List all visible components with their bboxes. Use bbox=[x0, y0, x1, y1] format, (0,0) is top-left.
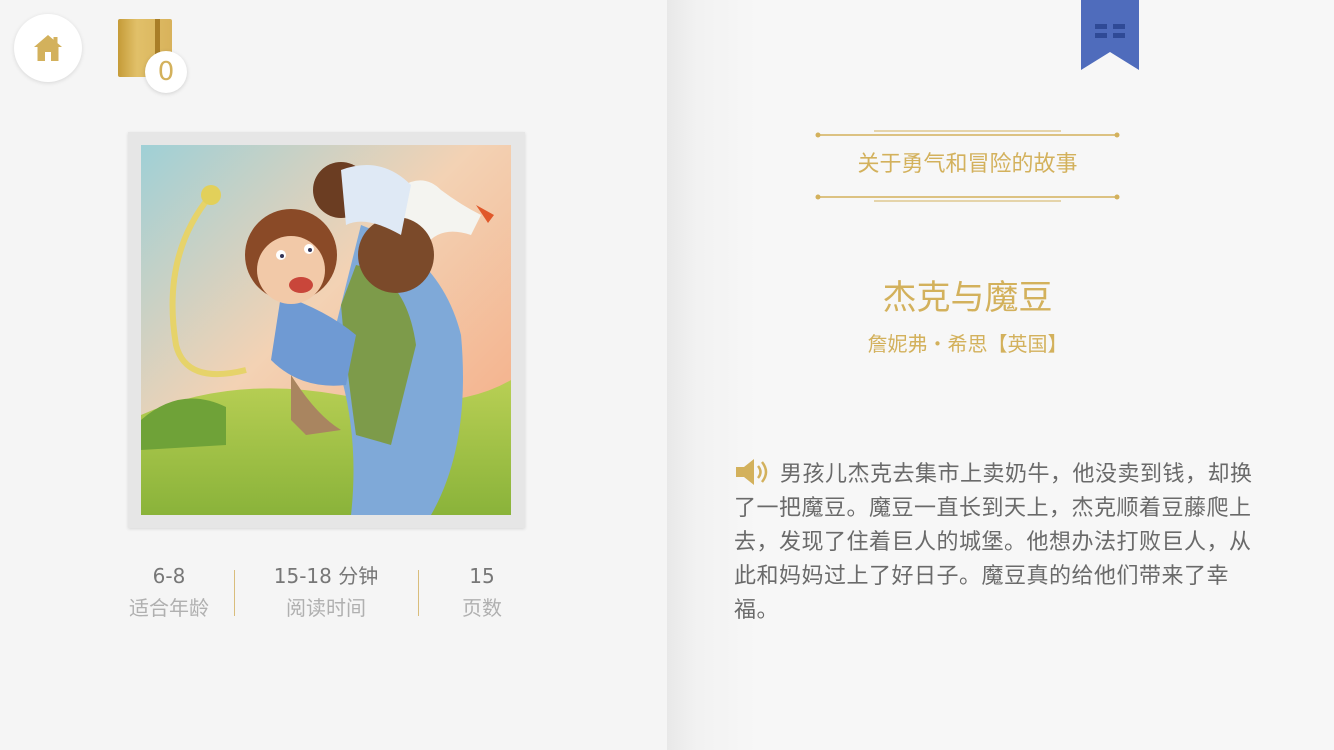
banner-ornament bbox=[815, 130, 1120, 202]
stat-reading-time-label: 阅读时间 bbox=[286, 596, 366, 620]
notebook-button[interactable]: 0 bbox=[118, 19, 187, 93]
left-page: 0 bbox=[14, 14, 526, 630]
book-title: 杰克与魔豆 bbox=[882, 278, 1053, 318]
book-author: 詹妮弗・希思【英国】 bbox=[867, 332, 1068, 356]
series-banner: 关于勇气和冒险的故事 bbox=[810, 128, 1125, 204]
book-summary-text: 男孩儿杰克去集市上卖奶牛，他没卖到钱，却换了一把魔豆。魔豆一直长到天上，杰克顺着… bbox=[734, 462, 1253, 623]
home-button[interactable] bbox=[14, 14, 82, 82]
stat-divider bbox=[234, 570, 235, 616]
book-cover-frame bbox=[128, 132, 525, 528]
home-icon bbox=[34, 35, 62, 61]
series-title: 关于勇气和冒险的故事 bbox=[857, 152, 1078, 177]
stat-age: 6-8 适合年龄 bbox=[106, 560, 232, 624]
stat-reading-time-value: 15-18 分钟 bbox=[273, 564, 379, 588]
stat-pages-label: 页数 bbox=[462, 596, 502, 620]
book-summary: 男孩儿杰克去集市上卖奶牛，他没卖到钱，却换了一把魔豆。魔豆一直长到天上，杰克顺着… bbox=[734, 457, 1254, 628]
bookmark-icon bbox=[1081, 0, 1139, 70]
stat-pages-value: 15 bbox=[469, 564, 495, 588]
stat-age-label: 适合年龄 bbox=[129, 596, 209, 620]
book-stats: 6-8 适合年龄 15-18 分钟 阅读时间 15 页数 bbox=[106, 560, 526, 630]
stat-reading-time: 15-18 分钟 阅读时间 bbox=[246, 560, 406, 624]
speaker-icon[interactable] bbox=[734, 457, 772, 487]
stat-age-value: 6-8 bbox=[152, 564, 186, 588]
right-page bbox=[667, 0, 1334, 750]
book-cover-illustration bbox=[141, 145, 511, 515]
notebook-strap bbox=[155, 19, 160, 77]
notebook-count-badge: 0 bbox=[145, 51, 187, 93]
bookmark-button[interactable] bbox=[1081, 0, 1139, 70]
stat-pages: 15 页数 bbox=[432, 560, 532, 624]
stat-divider bbox=[418, 570, 419, 616]
